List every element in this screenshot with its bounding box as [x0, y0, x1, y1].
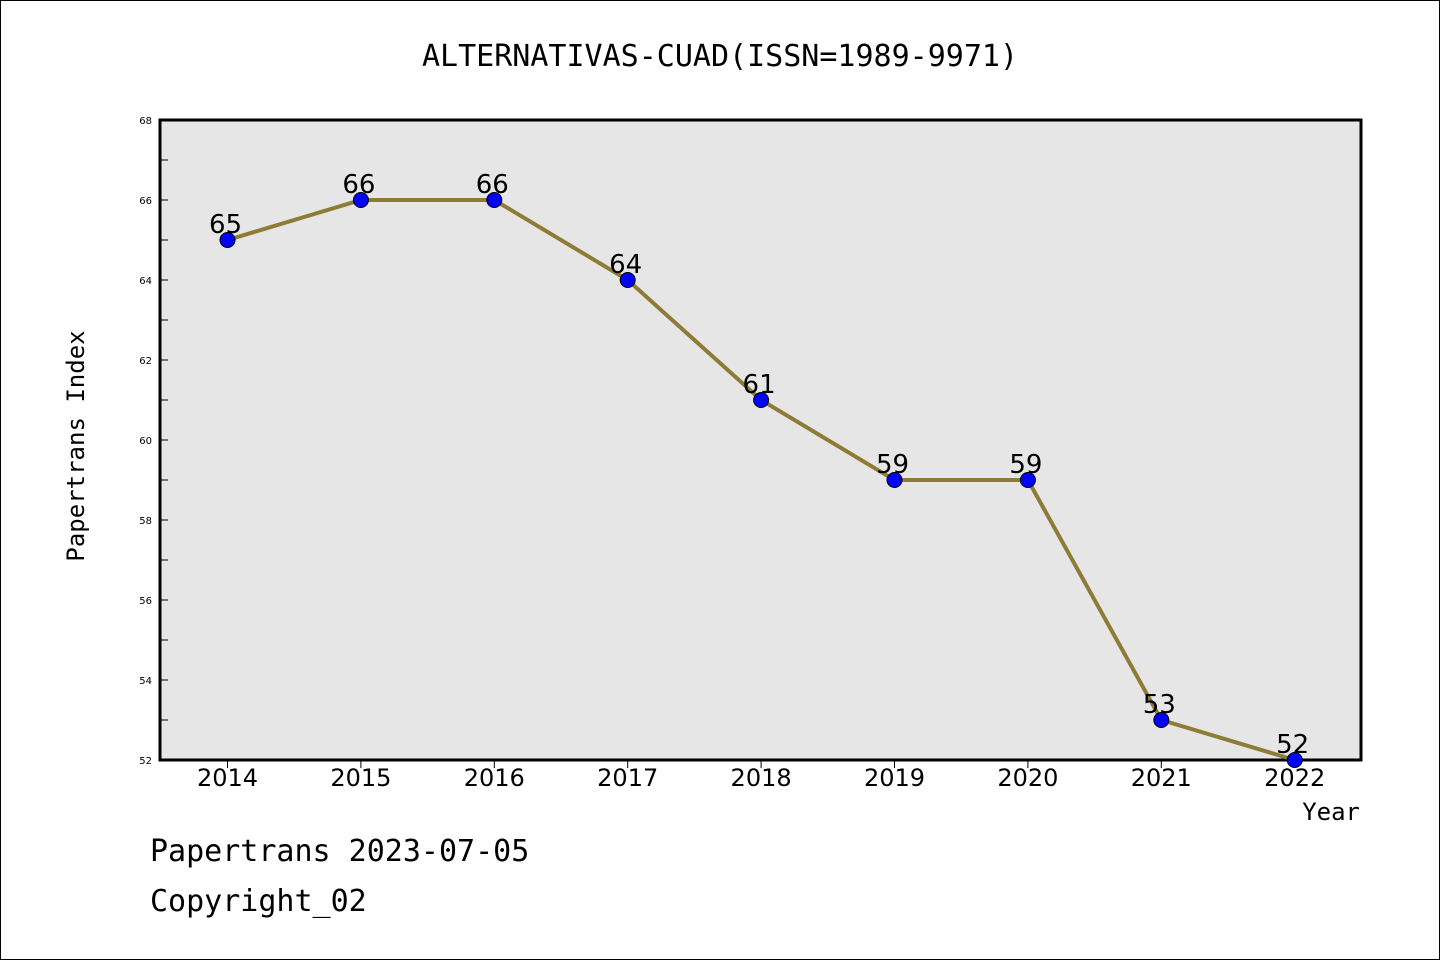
data-point [352, 192, 369, 208]
y-tick-label: 52 [139, 756, 152, 767]
data-point [1153, 712, 1170, 728]
x-tick-label: 2018 [731, 764, 792, 792]
data-point [1019, 472, 1036, 488]
series-line-group: 65 66 66 64 61 59 59 53 52 [209, 170, 1309, 768]
data-point [619, 272, 636, 288]
data-label: 59 [876, 450, 909, 480]
x-tick-label: 2017 [597, 764, 658, 792]
data-label: 66 [342, 170, 375, 200]
data-point [753, 392, 770, 408]
x-tick-label: 2022 [1264, 764, 1325, 792]
y-tick-label: 58 [139, 516, 152, 527]
x-axis: 2014 2015 2016 2017 2018 2019 2020 2021 2022 [197, 760, 1325, 792]
y-tick-label: 60 [139, 436, 152, 447]
x-tick-label: 2021 [1131, 764, 1192, 792]
data-label: 59 [1009, 450, 1042, 480]
y-tick-label: 64 [139, 276, 152, 287]
x-tick-label: 2015 [330, 764, 391, 792]
chart-title: ALTERNATIVAS-CUAD(ISSN=1989-9971) [422, 39, 1018, 74]
y-tick-label: 54 [139, 676, 152, 687]
data-point [886, 472, 903, 488]
y-axis-title: Papertrans Index [62, 330, 90, 561]
data-label: 61 [743, 370, 776, 400]
data-point [219, 232, 236, 248]
plot-area [158, 118, 1363, 762]
x-tick-label: 2019 [864, 764, 925, 792]
y-axis: 52 54 56 58 60 62 64 66 68 [139, 116, 168, 767]
data-label: 66 [476, 170, 509, 200]
x-tick-label: 2020 [997, 764, 1058, 792]
y-tick-label: 56 [139, 596, 152, 607]
y-tick-label: 68 [139, 116, 152, 127]
footer-copyright: Copyright_02 [150, 884, 367, 919]
data-point [1286, 752, 1303, 768]
footer-date: Papertrans 2023-07-05 [150, 834, 530, 869]
y-tick-label: 66 [139, 196, 152, 207]
x-axis-title: Year [1302, 798, 1360, 826]
data-point [486, 192, 503, 208]
data-label: 53 [1143, 690, 1176, 720]
x-tick-label: 2014 [197, 764, 258, 792]
y-tick-label: 62 [139, 356, 152, 367]
data-label: 64 [609, 250, 642, 280]
data-label: 65 [209, 210, 242, 240]
data-label: 52 [1276, 730, 1309, 760]
x-tick-label: 2016 [464, 764, 525, 792]
